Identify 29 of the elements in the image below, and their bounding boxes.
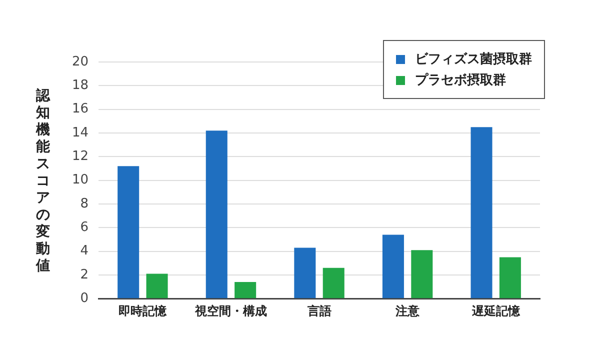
y-tick-label: 12 — [72, 149, 89, 164]
bar — [294, 248, 316, 298]
x-tick-label: 遅延記憶 — [470, 304, 521, 318]
legend-label: ビフィズス菌摂取群 — [415, 51, 532, 68]
x-tick-label: 即時記憶 — [118, 304, 168, 318]
y-tick-label: 14 — [72, 125, 89, 140]
bar — [470, 127, 492, 298]
y-tick-label: 10 — [72, 172, 89, 188]
bar — [234, 282, 256, 298]
y-tick-label: 8 — [80, 196, 89, 212]
y-tick-label: 6 — [80, 220, 89, 235]
text: 認知機能スコアの変動値 — [36, 88, 50, 274]
bar — [322, 268, 344, 298]
legend-label: プラセボ摂取群 — [415, 72, 506, 89]
y-tick-label: 18 — [72, 78, 89, 94]
y-tick-label: 0 — [80, 290, 89, 306]
y-tick-label: 20 — [72, 54, 89, 70]
y-tick-label: 16 — [72, 102, 89, 117]
bar — [411, 250, 433, 298]
y-tick-label: 4 — [80, 244, 89, 259]
x-tick-label: 視空間・構成 — [194, 304, 267, 318]
bar — [499, 257, 521, 298]
bar — [206, 130, 228, 298]
x-tick-label: 言語 — [306, 304, 332, 318]
y-tick-label: 2 — [80, 267, 89, 282]
bar — [382, 234, 404, 298]
bar — [118, 166, 140, 298]
bar — [146, 274, 168, 298]
x-tick-label: 注意 — [394, 304, 421, 318]
